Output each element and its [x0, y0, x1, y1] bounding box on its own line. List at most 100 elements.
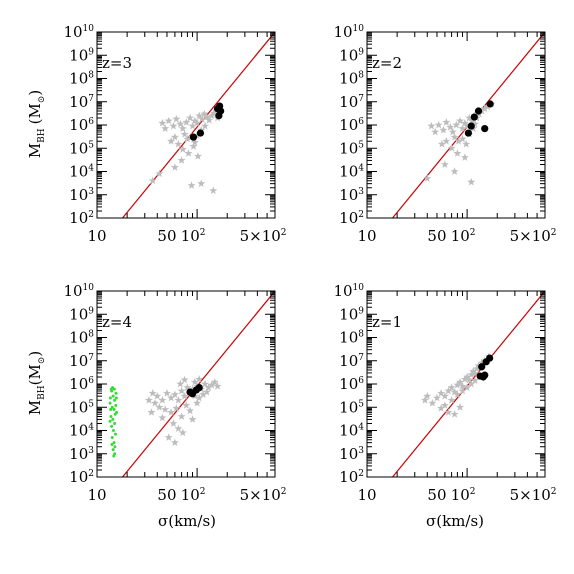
star-point — [167, 393, 176, 402]
star-point — [172, 114, 181, 123]
dot-point — [464, 129, 472, 137]
star-point — [155, 403, 164, 411]
x-tick-label: 50 — [427, 227, 446, 245]
star-point — [180, 391, 189, 400]
star-point — [174, 424, 183, 433]
dot-point — [196, 129, 205, 137]
green-point — [113, 398, 117, 402]
green-point — [111, 429, 115, 432]
star-point — [182, 118, 191, 126]
star-point — [195, 111, 204, 120]
star-point — [450, 410, 459, 418]
y-tick-label: 108 — [339, 70, 364, 88]
star-point — [200, 109, 209, 118]
star-point — [198, 114, 207, 123]
star-point — [428, 398, 437, 407]
star-point — [170, 132, 179, 141]
green-point — [112, 408, 116, 412]
green-point — [112, 454, 116, 458]
green-point — [110, 435, 114, 439]
y-axis-label-top: MBH(M⊙) — [26, 90, 47, 158]
y-tick-label: 105 — [69, 139, 94, 157]
star-point — [210, 377, 219, 386]
x-tick-label: 102 — [181, 227, 206, 245]
star-point — [147, 408, 156, 416]
x-tick-label: 10 — [87, 486, 106, 504]
dot-point — [467, 122, 475, 130]
y-tick-label: 103 — [69, 445, 94, 463]
y-axis-title-bottom: MBH(M⊙) — [26, 351, 47, 415]
y-tick-label: 106 — [69, 116, 94, 134]
star-point — [186, 113, 195, 122]
star-point — [172, 404, 181, 412]
star-point — [447, 396, 456, 404]
x-tick-label: 50 — [157, 486, 176, 504]
plot-area — [108, 291, 275, 477]
x-tick-label: 5×102 — [510, 227, 557, 245]
star-point — [193, 118, 202, 127]
x-tick-label: 5×102 — [240, 227, 287, 245]
star-point — [442, 137, 451, 145]
star-point — [170, 163, 179, 171]
y-tick-label: 107 — [69, 93, 94, 111]
star-point — [471, 369, 480, 377]
star-point — [158, 413, 167, 422]
star-point — [463, 372, 472, 381]
dot-point — [474, 107, 483, 115]
star-point — [190, 138, 199, 146]
y-tick-label: 108 — [339, 329, 364, 347]
star-point — [182, 401, 191, 409]
green-point — [108, 401, 112, 405]
star-point — [471, 376, 480, 384]
star-point — [463, 121, 472, 130]
star-point — [483, 102, 492, 111]
star-point — [164, 116, 173, 125]
dot-point — [486, 100, 494, 108]
star-point — [440, 391, 449, 400]
star-point — [161, 405, 170, 413]
star-point — [207, 111, 216, 120]
star-point — [188, 384, 197, 393]
x-axis-title-left: σ(km/s) — [158, 512, 216, 530]
y-tick-label: 108 — [69, 70, 94, 88]
star-point — [444, 386, 453, 395]
star-point — [184, 149, 193, 157]
star-point — [458, 134, 467, 143]
star-point — [450, 387, 459, 396]
green-point — [115, 410, 119, 414]
y-tick-label: 109 — [339, 46, 364, 64]
star-point — [450, 167, 459, 175]
star-point — [450, 132, 459, 141]
star-point — [167, 137, 176, 145]
star-point — [480, 104, 489, 113]
y-tick-label: 109 — [339, 305, 364, 323]
green-point — [114, 403, 118, 407]
star-point — [187, 181, 196, 189]
y-tick-label: 1010 — [63, 282, 94, 300]
star-point — [463, 383, 472, 391]
star-point — [176, 379, 185, 388]
star-point — [177, 412, 186, 420]
star-point — [193, 131, 202, 139]
panel-label: z=2 — [372, 54, 402, 72]
star-point — [204, 383, 213, 391]
x-tick-label: 102 — [181, 486, 206, 504]
star-point — [437, 389, 446, 397]
star-point — [178, 124, 187, 132]
star-point — [170, 390, 179, 398]
star-point — [452, 120, 461, 129]
star-point — [427, 121, 436, 130]
star-point — [201, 379, 210, 388]
green-point — [111, 394, 115, 398]
star-point — [188, 121, 197, 130]
star-point — [169, 419, 178, 427]
dot-point — [189, 133, 198, 141]
star-point — [213, 382, 222, 390]
y-tick-label: 103 — [339, 186, 364, 204]
green-point — [114, 391, 118, 395]
star-point — [467, 177, 476, 186]
green-point — [113, 452, 117, 456]
star-point — [447, 144, 456, 152]
star-point — [180, 130, 189, 138]
